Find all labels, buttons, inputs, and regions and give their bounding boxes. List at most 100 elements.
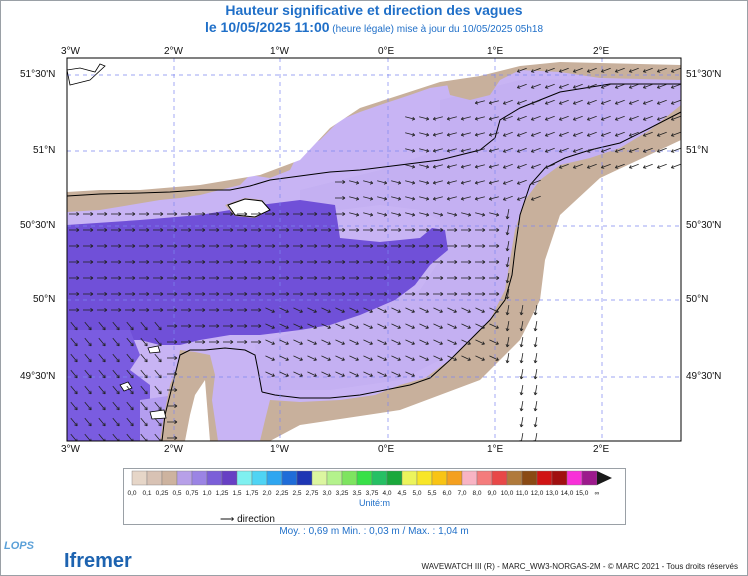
lon-tick-top: 1°E bbox=[487, 46, 504, 57]
wave-direction-arrowhead bbox=[656, 133, 661, 137]
wave-direction-arrow bbox=[629, 131, 639, 137]
legend-swatch bbox=[131, 470, 148, 486]
wave-direction-arrow bbox=[517, 99, 527, 105]
wave-direction-arrowhead bbox=[313, 325, 317, 329]
legend-tick-label: 1,0 bbox=[202, 490, 211, 497]
sea-dark-region bbox=[67, 200, 448, 350]
wave-direction-arrowhead bbox=[411, 180, 416, 185]
wave-direction-arrowhead bbox=[474, 164, 479, 169]
legend-swatch bbox=[431, 470, 448, 486]
wave-direction-arrow bbox=[98, 353, 106, 363]
wave-direction-arrowhead bbox=[439, 309, 443, 313]
wave-direction-arrow bbox=[489, 132, 499, 136]
wave-direction-arrowhead bbox=[299, 357, 303, 361]
wave-direction-arrowhead bbox=[481, 212, 486, 217]
lat-tick-left: 51°N bbox=[33, 145, 56, 156]
wave-direction-arrowhead bbox=[313, 309, 317, 313]
wave-direction-arrow bbox=[475, 323, 485, 329]
wave-direction-arrow bbox=[447, 196, 457, 200]
wave-direction-arrow bbox=[531, 179, 541, 185]
lops-logo: LOPS bbox=[4, 540, 34, 552]
wave-direction-arrowhead bbox=[468, 276, 472, 280]
wave-direction-arrowhead bbox=[314, 292, 318, 296]
wave-direction-arrowhead bbox=[300, 292, 304, 296]
wave-direction-arrow bbox=[70, 321, 78, 331]
wave-direction-arrowhead bbox=[174, 420, 178, 424]
wave-direction-arrowhead bbox=[144, 358, 148, 363]
legend-swatch bbox=[386, 470, 403, 486]
wave-direction-arrowhead bbox=[369, 212, 374, 217]
wave-direction-arrow bbox=[321, 323, 331, 329]
wave-direction-arrow bbox=[126, 401, 134, 411]
wave-direction-arrow bbox=[433, 307, 443, 313]
wave-direction-arrowhead bbox=[74, 326, 78, 331]
wave-direction-arrowhead bbox=[88, 438, 92, 441]
wave-direction-arrowhead bbox=[481, 357, 485, 361]
wave-direction-arrowhead bbox=[341, 309, 345, 313]
wave-direction-arrow bbox=[503, 115, 513, 121]
wave-direction-arrowhead bbox=[642, 85, 647, 89]
wave-direction-arrowhead bbox=[271, 373, 275, 377]
legend-tick-label: 2,5 bbox=[292, 490, 301, 497]
legend-swatch bbox=[401, 470, 418, 486]
wave-direction-arrow bbox=[671, 115, 681, 121]
wave-direction-arrow bbox=[643, 163, 653, 169]
wave-direction-arrow bbox=[643, 131, 653, 137]
wave-direction-arrow bbox=[587, 147, 597, 153]
wave-direction-arrowhead bbox=[533, 407, 538, 412]
legend-tick-label: 2,0 bbox=[262, 490, 271, 497]
map-subtitle: le 10/05/2025 11:00 (heure légale) mise … bbox=[0, 19, 748, 37]
wave-direction-arrowhead bbox=[530, 181, 535, 185]
wave-direction-arrow bbox=[279, 355, 289, 361]
wave-direction-arrow bbox=[503, 131, 513, 137]
wave-direction-arrow bbox=[531, 195, 541, 201]
wave-direction-arrowhead bbox=[244, 340, 248, 344]
wave-direction-arrowhead bbox=[88, 342, 92, 347]
wave-direction-arrowhead bbox=[446, 116, 451, 121]
wave-direction-arrowhead bbox=[495, 325, 499, 329]
wave-direction-arrowhead bbox=[544, 117, 549, 121]
forecast-time: le 10/05/2025 11:00 bbox=[204, 19, 330, 35]
wave-direction-arrow bbox=[349, 323, 359, 329]
wave-direction-arrow bbox=[629, 99, 639, 105]
wave-direction-arrowhead bbox=[230, 228, 234, 232]
wave-direction-arrowhead bbox=[558, 101, 563, 105]
wave-direction-arrowhead bbox=[76, 276, 80, 280]
wave-direction-arrowhead bbox=[530, 165, 535, 169]
wave-direction-arrowhead bbox=[670, 117, 675, 121]
wave-direction-arrowhead bbox=[216, 260, 220, 264]
wave-direction-arrowhead bbox=[370, 292, 374, 296]
wave-direction-arrow bbox=[154, 353, 162, 363]
wave-direction-arrowhead bbox=[74, 406, 78, 411]
color-legend: 0,0 0,1 0,25 0,5 0,75 1,0 1,25 1,5 1,75 2,0 2,25 2,… bbox=[123, 468, 626, 525]
wave-direction-arrow bbox=[573, 67, 583, 73]
wave-direction-arrowhead bbox=[426, 260, 430, 264]
wave-direction-arrowhead bbox=[102, 342, 106, 347]
wave-direction-arrowhead bbox=[342, 180, 346, 184]
wave-direction-arrow bbox=[517, 131, 527, 137]
legend-tick-label: 4,5 bbox=[397, 490, 406, 497]
wave-direction-arrowhead bbox=[271, 341, 275, 345]
wave-direction-arrowhead bbox=[383, 325, 387, 329]
wave-direction-arrow bbox=[363, 355, 373, 361]
wave-direction-arrowhead bbox=[505, 279, 510, 284]
wave-direction-arrow bbox=[573, 163, 583, 169]
wave-direction-arrowhead bbox=[495, 357, 499, 361]
wave-direction-arrowhead bbox=[383, 196, 388, 201]
wave-direction-arrowhead bbox=[272, 244, 276, 248]
wave-direction-arrowhead bbox=[144, 390, 148, 395]
cornwall-coast-fragment bbox=[67, 63, 106, 86]
direction-legend: ⟶ direction bbox=[220, 514, 275, 525]
legend-tick-label: 3,5 bbox=[352, 490, 361, 497]
wave-direction-arrowhead bbox=[244, 324, 248, 328]
wave-direction-arrowhead bbox=[412, 276, 416, 280]
wave-direction-arrow bbox=[615, 67, 625, 73]
wave-direction-arrowhead bbox=[519, 407, 524, 412]
wave-direction-arrowhead bbox=[327, 309, 331, 313]
wave-direction-arrowhead bbox=[158, 406, 162, 411]
wave-direction-arrowhead bbox=[432, 116, 437, 121]
wave-direction-arrow bbox=[534, 353, 538, 363]
wave-direction-arrowhead bbox=[342, 196, 346, 200]
wave-direction-arrowhead bbox=[300, 228, 304, 232]
wave-direction-arrowhead bbox=[411, 325, 415, 329]
